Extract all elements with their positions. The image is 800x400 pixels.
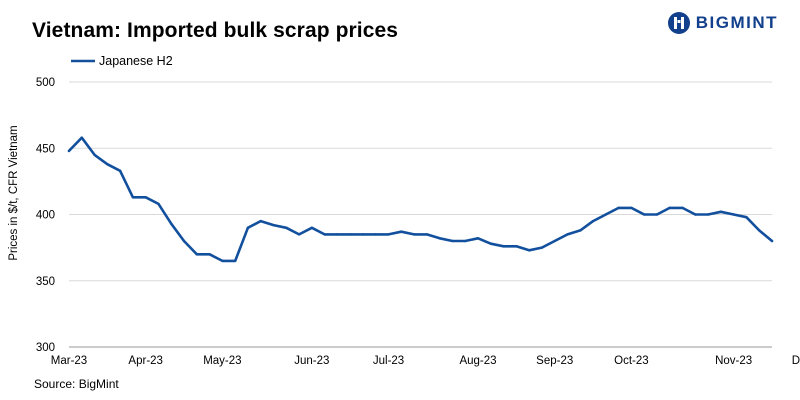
data-point	[374, 233, 377, 236]
data-point	[681, 206, 684, 210]
y-tick-label: 500	[36, 77, 55, 89]
data-point	[642, 213, 646, 216]
data-point	[489, 242, 492, 245]
data-point	[732, 213, 735, 216]
x-tick-label: Oct-23	[614, 355, 649, 367]
x-tick-label: Aug-23	[459, 355, 496, 367]
gridlines	[69, 81, 772, 348]
data-point	[668, 206, 671, 210]
data-point	[451, 239, 454, 243]
series-layer	[67, 136, 774, 263]
data-point	[655, 213, 659, 216]
data-point	[297, 233, 301, 236]
data-point	[745, 215, 748, 219]
logo-wordmark: BIGMINT	[695, 13, 778, 32]
data-point	[579, 229, 582, 232]
legend-label-japanese-h2: Japanese H2	[99, 54, 173, 68]
data-point	[106, 162, 109, 166]
x-tick-label: May-23	[203, 355, 241, 367]
data-point	[157, 202, 160, 206]
data-point	[591, 219, 595, 223]
bigmint-logo-icon	[667, 12, 690, 34]
data-point	[144, 196, 147, 199]
y-axis-label: Prices in $/t, CFR Vietnam	[8, 125, 20, 260]
data-point	[310, 226, 314, 229]
x-tick-label: Jul-23	[373, 355, 404, 367]
y-tick-label: 450	[36, 143, 55, 155]
y-tick-label: 400	[36, 210, 55, 222]
data-point	[425, 233, 429, 236]
data-point	[170, 222, 173, 225]
data-point	[630, 206, 633, 210]
data-point	[770, 239, 774, 243]
legend: Japanese H2	[71, 54, 173, 68]
data-point	[400, 230, 403, 233]
data-point	[361, 233, 365, 236]
data-point	[80, 136, 83, 139]
data-point	[694, 213, 697, 216]
data-point	[233, 259, 237, 263]
data-point	[323, 233, 326, 236]
data-point	[221, 259, 224, 263]
data-point	[438, 237, 441, 240]
data-point	[285, 226, 288, 229]
data-point	[758, 229, 761, 232]
bigmint-logo: BIGMINT	[667, 10, 778, 36]
data-point	[118, 169, 122, 172]
data-point	[617, 206, 620, 210]
data-point	[67, 149, 71, 153]
data-point	[604, 213, 608, 216]
x-tick-label: Nov-23	[715, 355, 752, 367]
series-line-japanese-h2	[67, 136, 774, 263]
x-tick-label: Mar-23	[51, 355, 87, 367]
x-tick-label: Dec-23	[792, 355, 800, 367]
data-point	[131, 196, 135, 199]
y-tick-label: 300	[36, 342, 55, 354]
data-point	[208, 253, 211, 256]
data-point	[349, 233, 352, 236]
data-point	[515, 245, 518, 248]
data-point	[412, 233, 416, 236]
data-point	[706, 213, 710, 216]
data-point	[527, 249, 531, 252]
data-point	[387, 233, 390, 236]
data-point	[464, 239, 467, 243]
data-point	[246, 226, 250, 229]
data-point	[553, 239, 556, 243]
chart-title: Vietnam: Imported bulk scrap prices	[32, 19, 399, 42]
data-point	[540, 246, 544, 249]
data-point	[476, 237, 480, 240]
data-point	[195, 253, 199, 256]
data-point	[259, 219, 262, 223]
data-point	[272, 223, 275, 227]
y-tick-label: 350	[36, 276, 55, 288]
data-point	[182, 239, 186, 243]
data-point	[502, 245, 505, 248]
data-point	[566, 233, 569, 236]
data-point	[719, 210, 723, 214]
source-note: Source: BigMint	[34, 377, 119, 391]
x-tick-label: Jun-23	[294, 355, 329, 367]
data-point	[336, 233, 339, 236]
data-point	[93, 153, 96, 157]
axes: 300 350 400 450 500 Mar-23 Apr-23 May-23 Jun-23 J…	[36, 77, 800, 367]
x-tick-label: Sep-23	[536, 355, 573, 367]
x-tick-label: Apr-23	[128, 355, 163, 367]
